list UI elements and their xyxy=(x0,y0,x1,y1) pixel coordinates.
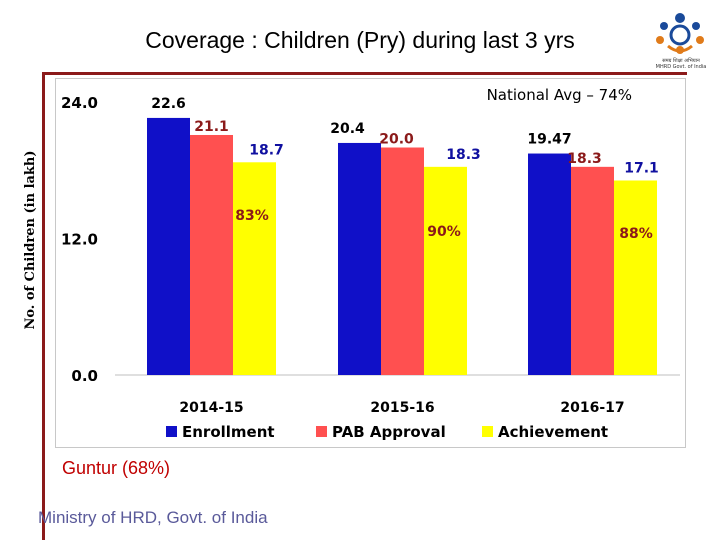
bar-pab-approval xyxy=(190,134,233,375)
bar-value-label: 22.6 xyxy=(151,96,186,112)
legend-label: Enrollment xyxy=(182,423,275,441)
bar-value-label: 21.1 xyxy=(194,119,229,135)
bar-value-label: 18.3 xyxy=(567,151,602,167)
bar-value-label: 17.1 xyxy=(624,160,659,176)
legend-swatch xyxy=(166,426,177,437)
legend-label: Achievement xyxy=(498,423,608,441)
samagra-shiksha-logo xyxy=(650,10,710,72)
ministry-footer: Ministry of HRD, Govt. of India xyxy=(38,508,268,527)
bar-value-label: 20.4 xyxy=(330,121,365,137)
bar-achievement xyxy=(424,166,467,375)
bar-enrollment xyxy=(338,142,381,375)
bar-pab-approval xyxy=(571,166,614,375)
bar-value-label: 18.7 xyxy=(249,142,284,158)
x-category-label: 2014-15 xyxy=(179,400,243,416)
y-tick-label: 24.0 xyxy=(61,94,98,112)
bar-value-label: 19.47 xyxy=(527,132,571,148)
x-category-label: 2015-16 xyxy=(370,400,434,416)
district-coverage-label: Guntur (68%) xyxy=(62,458,171,478)
coverage-percent-label: 83% xyxy=(235,208,269,224)
y-axis-label: No. of Children (in lakh) xyxy=(23,150,38,329)
bar-value-label: 20.0 xyxy=(379,132,414,148)
legend-label: PAB Approval xyxy=(332,423,446,441)
legend-swatch xyxy=(316,426,327,437)
bar-achievement xyxy=(614,180,657,375)
bar-pab-approval xyxy=(381,147,424,375)
national-average-annotation: National Avg – 74% xyxy=(487,86,632,104)
legend-swatch xyxy=(482,426,493,437)
coverage-percent-label: 90% xyxy=(427,224,461,240)
y-tick-label: 12.0 xyxy=(61,231,98,249)
x-category-label: 2016-17 xyxy=(560,400,624,416)
page-title: Coverage : Children (Pry) during last 3 … xyxy=(145,27,575,53)
coverage-percent-label: 88% xyxy=(619,226,653,242)
left-divider xyxy=(42,72,45,540)
y-tick-label: 0.0 xyxy=(71,367,98,385)
bar-enrollment xyxy=(528,153,571,375)
bar-value-label: 18.3 xyxy=(446,147,481,163)
bar-achievement xyxy=(233,162,276,375)
bar-enrollment xyxy=(147,117,190,376)
logo-caption: समग्र शिक्षा अभियान MHRD Govt. of India xyxy=(655,58,707,70)
title-divider xyxy=(42,72,687,75)
